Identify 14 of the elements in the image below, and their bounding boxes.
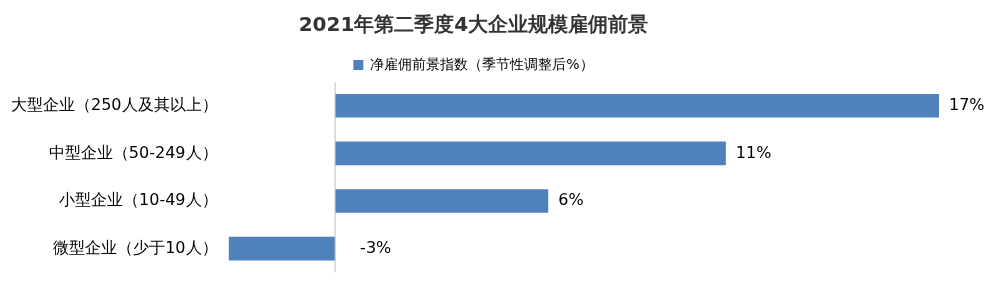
y-tick-label: 中型企业（50-249人） — [48, 142, 218, 162]
data-label: 11% — [735, 142, 772, 162]
bar — [335, 94, 939, 118]
y-tick-label: 小型企业（10-49人） — [59, 190, 218, 210]
chart-title: 2021年第二季度4大企业规模雇佣前景 — [298, 12, 649, 37]
bar — [228, 236, 336, 261]
data-label: 17% — [949, 94, 985, 114]
data-label: 6% — [558, 190, 584, 210]
bar — [335, 189, 549, 213]
y-tick-label: 微型企业（少于10人） — [53, 237, 218, 257]
data-label: -3% — [360, 237, 392, 257]
y-tick-label: 大型企业（250人及其以上） — [10, 94, 218, 114]
bar — [335, 141, 726, 166]
legend-label: 净雇佣前景指数（季节性调整后%） — [370, 55, 594, 72]
